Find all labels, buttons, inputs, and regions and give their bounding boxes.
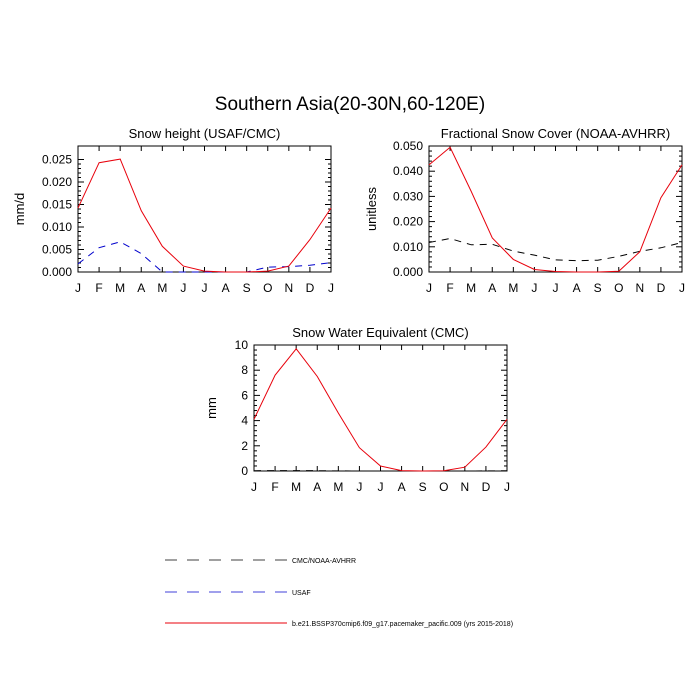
plot-frame — [253, 344, 508, 472]
y-axis-label: mm — [204, 397, 219, 419]
x-tick-label: M — [466, 281, 476, 295]
legend: CMC/NOAA-AVHRR USAF b.e21.BSSP370cmip6.f09… — [165, 558, 513, 628]
y-tick-label: 0.000 — [393, 265, 423, 279]
x-tick-label: J — [504, 480, 510, 494]
x-tick-label: F — [271, 480, 278, 494]
y-tick-label: 0.025 — [42, 153, 72, 167]
series-line — [253, 347, 508, 472]
x-tick-label: J — [75, 281, 81, 295]
panel-title: Fractional Snow Cover (NOAA-AVHRR) — [441, 126, 670, 141]
y-tick-label: 2 — [241, 439, 248, 453]
x-tick-label: F — [95, 281, 102, 295]
x-tick-label: J — [251, 480, 257, 494]
x-tick-label: M — [508, 281, 518, 295]
y-tick-label: 10 — [235, 338, 249, 352]
plot-frame — [428, 145, 683, 273]
x-tick-label: A — [222, 281, 230, 295]
y-tick-label: 0.000 — [42, 265, 72, 279]
x-tick-label: J — [328, 281, 334, 295]
y-tick-label: 8 — [241, 363, 248, 377]
legend-label: b.e21.BSSP370cmip6.f09_g17.pacemaker_pac… — [292, 621, 513, 628]
x-tick-label: M — [291, 480, 301, 494]
x-tick-label: A — [313, 480, 321, 494]
x-tick-label: O — [614, 281, 623, 295]
series-line — [77, 158, 332, 273]
y-tick-label: 0.005 — [42, 243, 72, 257]
y-tick-label: 0.020 — [393, 215, 423, 229]
x-tick-label: D — [482, 480, 491, 494]
panel-snow-height: J F M A M J J A S O N D J0.0000.0050.0100.0150.0200.… — [12, 126, 334, 295]
y-tick-label: 0.030 — [393, 189, 423, 203]
figure-title: Southern Asia(20-30N,60-120E) — [214, 94, 486, 115]
legend-label: CMC/NOAA-AVHRR — [292, 558, 356, 565]
x-tick-label: A — [573, 281, 581, 295]
y-axis-label: mm/d — [12, 193, 27, 226]
y-tick-label: 0.015 — [42, 198, 72, 212]
x-tick-label: N — [635, 281, 644, 295]
panel-fractional-snow-cover: J F M A M J J A S O N D J0.0000.0100.0200.0300.0400.… — [364, 126, 685, 295]
plot-frame — [77, 145, 332, 273]
x-tick-label: D — [657, 281, 666, 295]
panel-title: Snow height (USAF/CMC) — [129, 126, 281, 141]
x-tick-label: J — [202, 281, 208, 295]
x-tick-label: N — [460, 480, 469, 494]
x-tick-label: M — [115, 281, 125, 295]
series-line — [428, 146, 683, 273]
x-tick-label: J — [531, 281, 537, 295]
y-tick-label: 0.010 — [393, 240, 423, 254]
y-axis-label: unitless — [364, 186, 379, 231]
x-tick-label: J — [679, 281, 685, 295]
legend-label: USAF — [292, 590, 311, 597]
series-line — [428, 237, 683, 262]
x-tick-label: N — [284, 281, 293, 295]
x-tick-label: D — [306, 281, 315, 295]
x-tick-label: M — [157, 281, 167, 295]
panel-title: Snow Water Equivalent (CMC) — [292, 325, 469, 340]
x-tick-label: J — [553, 281, 559, 295]
x-tick-label: A — [488, 281, 496, 295]
x-tick-label: S — [594, 281, 602, 295]
y-tick-label: 6 — [241, 388, 248, 402]
x-tick-label: A — [137, 281, 145, 295]
y-tick-label: 0.040 — [393, 164, 423, 178]
x-tick-label: J — [378, 480, 384, 494]
x-tick-label: J — [180, 281, 186, 295]
x-tick-label: O — [263, 281, 272, 295]
x-tick-label: A — [398, 480, 406, 494]
y-tick-label: 0.010 — [42, 220, 72, 234]
x-tick-label: S — [243, 281, 251, 295]
y-tick-label: 0.020 — [42, 175, 72, 189]
x-tick-label: S — [419, 480, 427, 494]
y-tick-label: 0 — [241, 464, 248, 478]
x-tick-label: M — [333, 480, 343, 494]
x-tick-label: J — [426, 281, 432, 295]
x-tick-label: O — [439, 480, 448, 494]
y-tick-label: 4 — [241, 414, 248, 428]
x-tick-label: J — [356, 480, 362, 494]
y-tick-label: 0.050 — [393, 139, 423, 153]
x-tick-label: F — [446, 281, 453, 295]
